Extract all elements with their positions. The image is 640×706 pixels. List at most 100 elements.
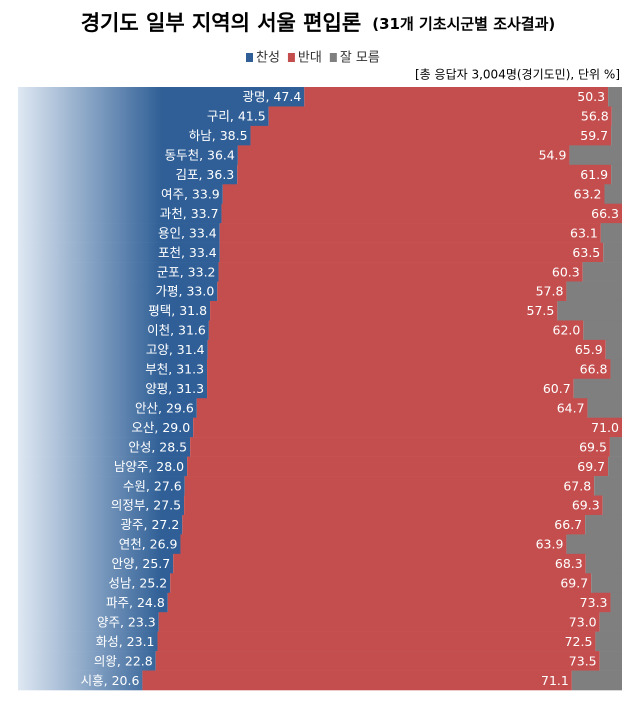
bar-segment <box>18 670 143 691</box>
bar-segment <box>167 592 611 613</box>
bar-segment <box>219 242 604 263</box>
data-label: 63.2 <box>574 186 602 201</box>
bar-segment <box>609 437 622 457</box>
bar-segment <box>207 359 611 380</box>
bar-segment <box>18 184 223 205</box>
bar-segment <box>18 417 194 438</box>
bar-segment <box>190 437 610 457</box>
note: [총 응답자 3,004명(경기도민), 단위 %] <box>415 68 620 82</box>
data-label: 화성, 23.1 <box>96 634 155 649</box>
bar-segment <box>304 87 609 107</box>
legend-label: 찬성 <box>256 51 280 66</box>
data-label: 과천, 33.7 <box>160 206 219 221</box>
data-label: 용인, 33.4 <box>158 225 217 240</box>
data-label: 67.8 <box>563 478 591 493</box>
bar-segment <box>18 125 251 146</box>
bar-segment <box>603 242 622 263</box>
bar-segment <box>222 184 605 205</box>
legend-label: 반대 <box>298 51 322 66</box>
data-label: 부천, 31.3 <box>145 362 204 377</box>
legend-label: 잘 모름 <box>340 51 380 66</box>
bar-segment <box>585 514 622 535</box>
legend-swatch <box>287 53 295 62</box>
bar-segment <box>18 592 168 613</box>
data-label: 수원, 27.6 <box>123 478 182 493</box>
data-label: 의정부, 27.5 <box>111 498 181 513</box>
bar-segment <box>18 87 305 107</box>
bar-segment <box>18 223 220 243</box>
chart-title-group: 경기도 일부 지역의 서울 편입론 (31개 기초시군별 조사결과) <box>81 11 556 35</box>
bar-segment <box>250 125 612 146</box>
bar-segment <box>569 145 622 166</box>
data-label: 63.9 <box>536 537 564 552</box>
bar-segment <box>217 281 567 302</box>
data-label: 광명, 47.4 <box>243 89 302 104</box>
data-label: 69.7 <box>560 576 588 591</box>
bar-segment <box>210 300 558 321</box>
bar-segment <box>18 262 219 282</box>
data-label: 64.7 <box>557 400 585 415</box>
data-label: 66.3 <box>591 206 619 221</box>
bar-segment <box>18 164 238 185</box>
bar-segment <box>157 631 596 652</box>
bar-segment <box>608 87 622 107</box>
data-label: 73.3 <box>580 595 608 610</box>
data-label: 구리, 41.5 <box>207 109 266 124</box>
bar-segment <box>600 223 622 243</box>
data-label: 이천, 31.6 <box>147 323 206 338</box>
data-label: 안성, 28.5 <box>128 439 187 454</box>
bar-segment <box>611 106 622 127</box>
data-label: 가평, 33.0 <box>156 284 215 299</box>
data-label: 71.0 <box>591 420 619 435</box>
bar-segment <box>599 651 622 671</box>
bar-segment <box>18 359 208 380</box>
bar-segment <box>218 262 583 282</box>
bar-segment <box>182 514 586 535</box>
data-label: 65.9 <box>575 342 603 357</box>
bar-segment <box>18 106 269 127</box>
data-label: 71.1 <box>541 673 569 688</box>
bar-segment <box>170 573 592 594</box>
bar-segment <box>18 631 158 652</box>
data-label: 동두천, 36.4 <box>165 148 235 163</box>
data-label: 62.0 <box>553 323 581 338</box>
plot: 광명, 47.4 50.3 구리, 41.5 56.8 하남, 38.5 59.7 동두천,… <box>18 87 622 691</box>
bar-segment <box>18 651 156 671</box>
bar-segment <box>18 320 209 341</box>
data-label: 평택, 31.8 <box>148 303 207 318</box>
bar-segment <box>610 592 622 613</box>
bar-segment <box>18 145 238 166</box>
bar-segment <box>208 320 584 341</box>
data-label: 광주, 27.2 <box>121 517 180 532</box>
bar-segment <box>18 495 185 516</box>
chart-subtitle: (31개 기초시군별 조사결과) <box>372 15 555 33</box>
bar-segment <box>207 339 606 360</box>
data-label: 63.5 <box>572 245 600 260</box>
bar-segment <box>595 631 622 652</box>
bar-segment <box>196 398 588 418</box>
bar-segment <box>207 378 574 399</box>
bar-segment <box>591 573 622 594</box>
bar-segment <box>18 437 191 457</box>
bar-segment <box>585 553 622 574</box>
data-label: 양평, 31.3 <box>145 381 204 396</box>
chart-title: 경기도 일부 지역의 서울 편입론 <box>81 11 361 35</box>
data-label: 파주, 24.8 <box>106 595 165 610</box>
data-label: 50.3 <box>577 89 605 104</box>
bar-segment <box>18 553 174 574</box>
data-label: 57.5 <box>527 303 555 318</box>
bar-segment <box>18 398 197 418</box>
bar-segment <box>18 203 222 224</box>
data-label: 군포, 33.2 <box>157 264 216 279</box>
bar-segment <box>184 476 595 496</box>
bar-segment <box>18 242 220 263</box>
data-label: 68.3 <box>555 556 583 571</box>
data-label: 오산, 29.0 <box>131 420 190 435</box>
bar-segment <box>602 495 622 516</box>
data-label: 66.7 <box>554 517 582 532</box>
data-label: 의왕, 22.8 <box>94 653 153 668</box>
bar-segment <box>605 339 622 360</box>
data-label: 56.8 <box>581 109 609 124</box>
data-label: 시흥, 20.6 <box>81 673 140 688</box>
